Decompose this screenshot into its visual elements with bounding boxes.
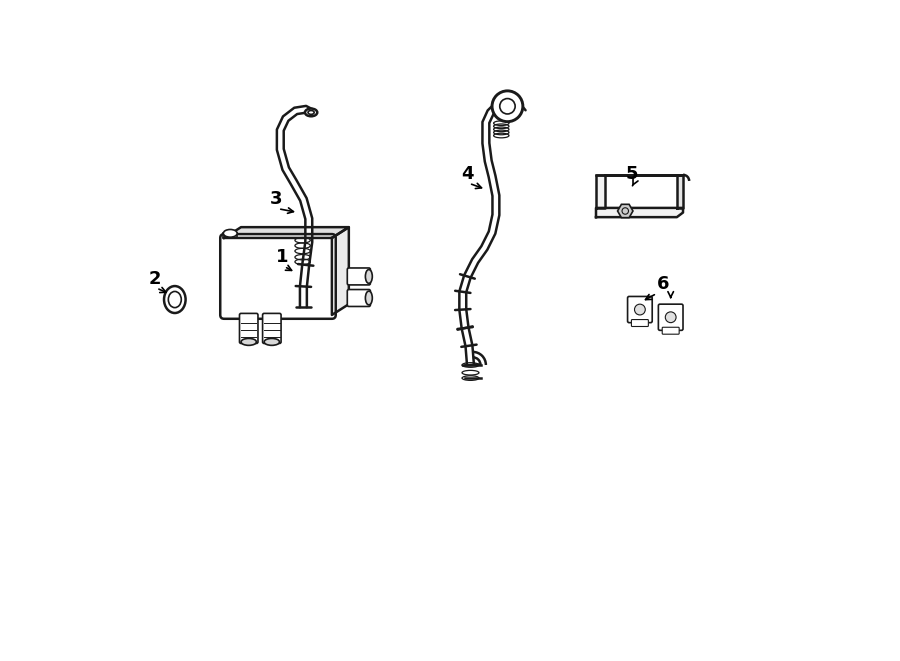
FancyBboxPatch shape — [347, 268, 371, 285]
FancyBboxPatch shape — [627, 297, 652, 323]
Text: 2: 2 — [148, 270, 161, 288]
Text: 5: 5 — [626, 165, 638, 183]
Ellipse shape — [308, 110, 314, 114]
FancyBboxPatch shape — [263, 313, 281, 344]
Polygon shape — [677, 175, 683, 208]
Polygon shape — [596, 175, 605, 208]
Polygon shape — [332, 227, 349, 315]
FancyBboxPatch shape — [632, 319, 648, 327]
Ellipse shape — [264, 338, 280, 345]
FancyBboxPatch shape — [659, 304, 683, 330]
Ellipse shape — [164, 286, 185, 313]
FancyBboxPatch shape — [347, 290, 371, 307]
Text: 3: 3 — [270, 190, 283, 208]
Ellipse shape — [168, 292, 181, 307]
Polygon shape — [277, 106, 313, 307]
Ellipse shape — [365, 270, 373, 284]
Circle shape — [492, 91, 523, 122]
FancyBboxPatch shape — [239, 313, 258, 344]
Text: 6: 6 — [657, 275, 670, 293]
Ellipse shape — [223, 229, 238, 237]
FancyBboxPatch shape — [220, 234, 336, 319]
Ellipse shape — [365, 291, 373, 305]
Polygon shape — [224, 227, 349, 238]
Text: 4: 4 — [461, 165, 473, 183]
Circle shape — [634, 304, 645, 315]
Polygon shape — [459, 98, 526, 366]
Circle shape — [665, 312, 676, 323]
Ellipse shape — [241, 338, 256, 345]
Circle shape — [500, 98, 515, 114]
Ellipse shape — [305, 108, 318, 116]
Polygon shape — [596, 208, 683, 217]
FancyBboxPatch shape — [662, 327, 680, 334]
Text: 1: 1 — [276, 248, 289, 266]
